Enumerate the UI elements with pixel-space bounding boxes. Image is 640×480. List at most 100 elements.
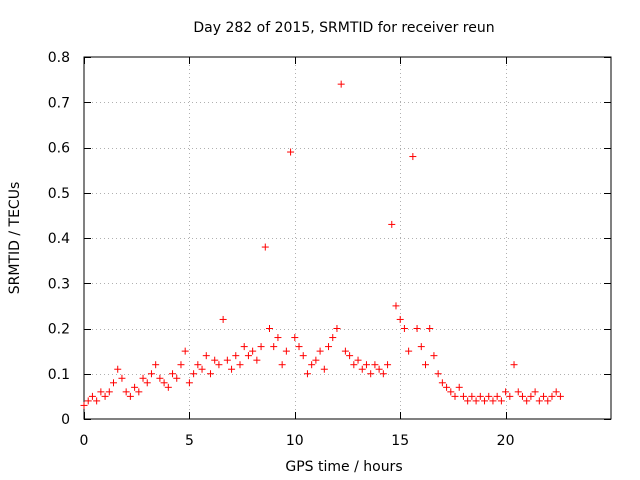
x-tick-label: 15 bbox=[391, 433, 409, 449]
data-point bbox=[405, 347, 413, 355]
data-point bbox=[497, 397, 505, 405]
data-point bbox=[417, 343, 425, 351]
x-axis-title: GPS time / hours bbox=[285, 459, 402, 475]
data-point bbox=[232, 352, 240, 360]
data-point bbox=[379, 370, 387, 378]
data-point bbox=[434, 370, 442, 378]
data-point bbox=[548, 392, 556, 400]
data-point bbox=[206, 370, 214, 378]
y-tick-label: 0 bbox=[61, 412, 70, 428]
data-point bbox=[472, 397, 480, 405]
x-tick-labels: 0 5 10 15 20 bbox=[80, 433, 515, 449]
data-point bbox=[173, 374, 181, 382]
data-point bbox=[110, 379, 118, 387]
data-point bbox=[240, 343, 248, 351]
data-point bbox=[135, 388, 143, 396]
y-tick-label: 0.6 bbox=[48, 141, 70, 157]
data-point bbox=[177, 361, 185, 369]
data-point bbox=[421, 361, 429, 369]
x-tick-label: 10 bbox=[286, 433, 304, 449]
data-point bbox=[80, 401, 88, 409]
data-point bbox=[303, 370, 311, 378]
data-point bbox=[287, 148, 295, 156]
data-point bbox=[459, 392, 467, 400]
data-point bbox=[105, 388, 113, 396]
data-point bbox=[362, 361, 370, 369]
data-point bbox=[540, 392, 548, 400]
data-point bbox=[485, 392, 493, 400]
data-point bbox=[308, 361, 316, 369]
data-point bbox=[523, 397, 531, 405]
data-point bbox=[160, 379, 168, 387]
data-point bbox=[409, 153, 417, 161]
data-point bbox=[468, 392, 476, 400]
plot-frame bbox=[83, 56, 612, 420]
data-point bbox=[295, 343, 303, 351]
data-point bbox=[198, 365, 206, 373]
data-point bbox=[291, 334, 299, 342]
data-point bbox=[447, 388, 455, 396]
data-point bbox=[396, 315, 404, 323]
y-tick-label: 0.8 bbox=[48, 50, 70, 66]
data-point bbox=[274, 334, 282, 342]
y-tick-label: 0.1 bbox=[48, 367, 70, 383]
data-point bbox=[181, 347, 189, 355]
data-point bbox=[493, 392, 501, 400]
y-tick-label: 0.4 bbox=[48, 231, 70, 247]
data-point bbox=[114, 365, 122, 373]
chart-title: Day 282 of 2015, SRMTID for receiver reu… bbox=[193, 20, 494, 36]
data-point bbox=[244, 352, 252, 360]
data-point bbox=[325, 343, 333, 351]
data-point bbox=[350, 361, 358, 369]
data-point bbox=[156, 374, 164, 382]
data-point bbox=[430, 352, 438, 360]
data-point bbox=[164, 383, 172, 391]
data-point bbox=[354, 356, 362, 364]
data-point bbox=[223, 356, 231, 364]
data-point bbox=[139, 374, 147, 382]
data-point bbox=[375, 365, 383, 373]
data-point bbox=[261, 243, 269, 251]
data-point bbox=[337, 80, 345, 88]
data-point bbox=[531, 388, 539, 396]
y-tick-label: 0.3 bbox=[48, 276, 70, 292]
y-tick-labels: 0 0.1 0.2 0.3 0.4 0.5 0.6 0.7 0.8 bbox=[48, 50, 70, 428]
data-point bbox=[535, 397, 543, 405]
data-point bbox=[426, 325, 434, 332]
data-point bbox=[131, 383, 139, 391]
data-point bbox=[299, 352, 307, 360]
y-tick-label: 0.7 bbox=[48, 95, 70, 111]
data-point bbox=[341, 347, 349, 355]
data-point bbox=[219, 315, 227, 323]
data-point bbox=[282, 347, 290, 355]
data-point bbox=[367, 370, 375, 378]
data-point bbox=[320, 365, 328, 373]
y-axis-title: SRMTID / TECUs bbox=[7, 182, 23, 295]
data-point bbox=[384, 361, 392, 369]
data-point bbox=[88, 392, 96, 400]
data-point bbox=[438, 379, 446, 387]
data-point bbox=[266, 325, 274, 332]
data-point bbox=[194, 361, 202, 369]
data-point bbox=[329, 334, 337, 342]
data-point bbox=[514, 388, 522, 396]
data-point bbox=[97, 388, 105, 396]
data-point bbox=[143, 379, 151, 387]
x-tick-label: 0 bbox=[80, 433, 89, 449]
data-point bbox=[257, 343, 265, 351]
data-point bbox=[202, 352, 210, 360]
data-point bbox=[185, 379, 193, 387]
data-point bbox=[122, 388, 130, 396]
data-point bbox=[502, 388, 510, 396]
data-point bbox=[249, 347, 257, 355]
data-point bbox=[552, 388, 560, 396]
axis-ticks bbox=[84, 57, 611, 420]
data-point bbox=[228, 365, 236, 373]
data-point bbox=[93, 397, 101, 405]
data-point bbox=[451, 392, 459, 400]
grid bbox=[84, 57, 611, 419]
data-point bbox=[476, 392, 484, 400]
data-point bbox=[270, 343, 278, 351]
data-point bbox=[388, 220, 396, 228]
